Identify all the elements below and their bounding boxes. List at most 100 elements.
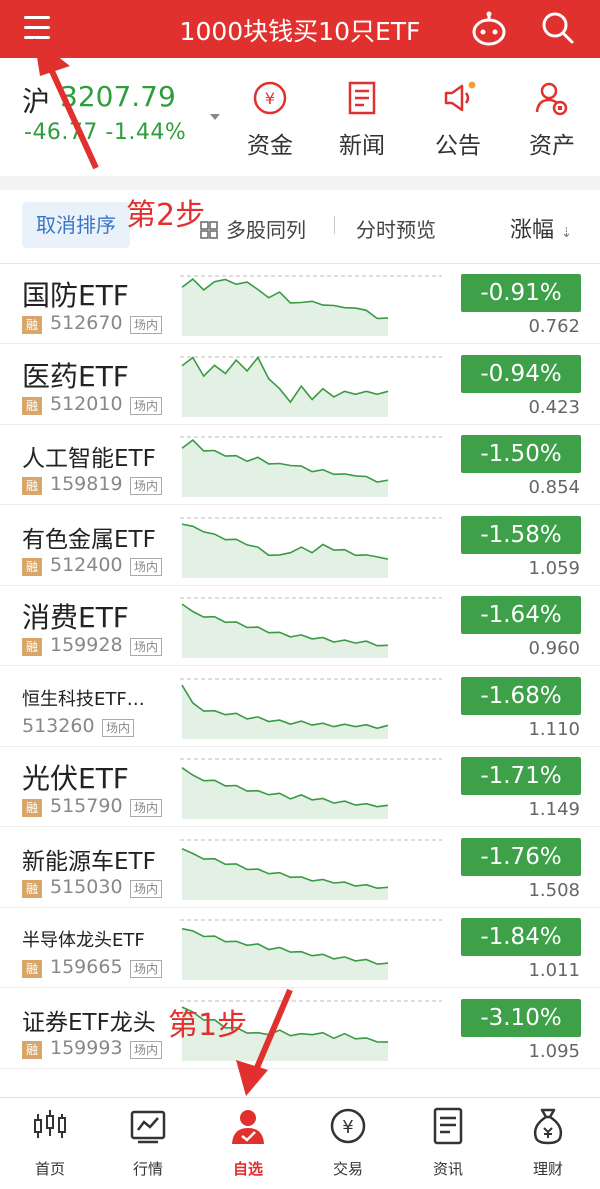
sparkline-area: [182, 767, 388, 819]
sparkline-area: [182, 440, 388, 497]
change-percent-badge[interactable]: -1.84%: [461, 918, 581, 956]
multi-stock-label: 多股同列: [226, 218, 306, 242]
robot-assistant-icon[interactable]: [470, 10, 508, 48]
stock-name: 恒生科技ETF…: [22, 688, 145, 710]
stock-name: 证券ETF龙头: [22, 1009, 156, 1036]
change-percent-badge[interactable]: -1.76%: [461, 837, 581, 876]
stock-name: 医药ETF: [22, 359, 129, 393]
stock-row[interactable]: 有色金属ETF 融 512400 场内 -1.58% 1.059: [0, 506, 600, 586]
megaphone-icon: [444, 81, 476, 112]
multi-stock-button[interactable]: 多股同列: [200, 214, 306, 243]
quick-news[interactable]: 新闻: [322, 80, 402, 160]
stock-price: 0.762: [528, 316, 580, 337]
menu-icon[interactable]: [24, 16, 50, 40]
quick-assets-label: 资产: [529, 133, 575, 159]
intraday-sparkline: [180, 839, 442, 900]
change-percent-badge[interactable]: -1.64%: [461, 596, 581, 634]
intraday-sparkline: [180, 597, 442, 658]
stock-code: 159928: [50, 634, 123, 656]
index-panel[interactable]: 沪 3207.79 -46.77 -1.44% ¥ 资金 新闻 公告: [0, 58, 600, 176]
stock-row[interactable]: 医药ETF 融 512010 场内 -0.94% 0.423: [0, 345, 600, 425]
sort-change-column[interactable]: 涨幅 ⇣: [510, 212, 572, 244]
search-icon[interactable]: [540, 10, 576, 46]
quick-announcements[interactable]: 公告: [418, 80, 498, 160]
stock-price: 1.011: [528, 960, 580, 981]
change-percent-badge[interactable]: -1.71%: [461, 757, 581, 795]
quick-assets[interactable]: 资产: [512, 80, 592, 160]
market-badge: 场内: [130, 396, 163, 415]
page-title: 1000块钱买10只ETF: [179, 17, 421, 46]
margin-badge: 融: [22, 638, 42, 656]
svg-text:¥: ¥: [265, 89, 275, 108]
intraday-sparkline: [180, 758, 442, 819]
market-chart-icon: [130, 1110, 166, 1144]
index-value: 3207.79: [60, 80, 176, 113]
tab-home[interactable]: 首页: [0, 1106, 100, 1179]
change-percent-badge[interactable]: -0.91%: [461, 274, 581, 312]
stock-row[interactable]: 证券ETF龙头融 159993 场内 -3.10% 1.095: [0, 989, 600, 1069]
stock-row[interactable]: 新能源车ETF 融 515030 场内 -1.76% 1.508: [0, 828, 600, 908]
sparkline-line: [181, 767, 389, 808]
stock-row[interactable]: 光伏ETF 融 515790 场内 -1.71% 1.149: [0, 747, 600, 827]
toolbar-separator: [334, 216, 335, 234]
tab-news[interactable]: 资讯: [398, 1106, 498, 1179]
market-badge: 场内: [130, 1040, 163, 1059]
step1-annotation: 第1步: [168, 1008, 248, 1043]
stock-price: 0.960: [528, 638, 580, 659]
grid-icon: [200, 221, 218, 239]
stock-row[interactable]: 恒生科技ETF… 513260 场内 -1.68% 1.110: [0, 667, 600, 747]
stock-code: 159819: [50, 473, 123, 495]
section-divider: [0, 176, 600, 190]
tab-watchlist-label: 自选: [232, 1160, 263, 1178]
change-percent-badge[interactable]: -3.10%: [461, 998, 581, 1037]
stock-row[interactable]: 消费ETF 融 159928 场内 -1.64% 0.960: [0, 586, 600, 666]
money-bag-icon: [533, 1108, 563, 1145]
change-percent-badge[interactable]: -1.58%: [461, 515, 581, 554]
market-badge: 场内: [130, 557, 163, 576]
tab-wealth-label: 理财: [532, 1160, 563, 1178]
stock-name: 消费ETF: [22, 601, 129, 634]
sparkline-line: [181, 439, 389, 483]
tab-trade[interactable]: ¥ 交易: [298, 1106, 398, 1179]
svg-text:¥: ¥: [342, 1117, 353, 1138]
chevron-down-icon[interactable]: [210, 114, 220, 120]
sparkline-area: [182, 848, 388, 900]
sparkline-line: [181, 684, 389, 729]
market-badge: 场内: [102, 718, 135, 737]
market-badge: 场内: [130, 799, 163, 817]
margin-badge: 融: [22, 396, 42, 415]
change-percent-badge[interactable]: -1.68%: [461, 676, 581, 715]
margin-badge: 融: [22, 557, 42, 576]
stock-code: 159665: [50, 956, 123, 978]
stock-row[interactable]: 国防ETF 融 512670 场内 -0.91% 0.762: [0, 264, 600, 344]
change-percent-badge[interactable]: -0.94%: [461, 354, 581, 393]
stock-price: 1.508: [528, 879, 580, 901]
timeshare-preview-button[interactable]: 分时预览: [356, 218, 436, 242]
tab-home-label: 首页: [34, 1160, 65, 1178]
stock-code: 515790: [50, 795, 123, 817]
stock-name: 光伏ETF: [22, 762, 129, 795]
intraday-sparkline: [180, 919, 442, 980]
tab-wealth[interactable]: 理财: [498, 1106, 598, 1179]
tab-market[interactable]: 行情: [98, 1106, 198, 1179]
stock-price: 1.149: [528, 799, 580, 820]
sparkline-area: [182, 604, 388, 658]
quick-funds[interactable]: ¥ 资金: [230, 80, 310, 160]
tab-watchlist[interactable]: 自选: [198, 1106, 298, 1179]
stock-price: 1.110: [528, 718, 580, 740]
sparkline-area: [182, 523, 388, 578]
sort-down-icon: ⇣: [561, 226, 572, 241]
stock-name: 有色金属ETF: [22, 526, 156, 553]
cancel-sort-button[interactable]: 取消排序: [22, 202, 130, 248]
margin-badge: 融: [22, 799, 42, 817]
stock-row[interactable]: 人工智能ETF 融 159819 场内 -1.50% 0.854: [0, 425, 600, 505]
tab-market-label: 行情: [132, 1160, 163, 1178]
index-name: 沪: [22, 85, 51, 118]
change-percent-badge[interactable]: -1.50%: [461, 435, 581, 473]
news-icon: [348, 81, 376, 115]
sparkline-line: [181, 355, 389, 403]
stock-row[interactable]: 半导体龙头ETF 融 159665 场内 -1.84% 1.011: [0, 908, 600, 988]
margin-badge: 融: [22, 879, 42, 898]
watchlist-user-icon: [232, 1110, 264, 1144]
user-asset-icon: [535, 82, 568, 116]
